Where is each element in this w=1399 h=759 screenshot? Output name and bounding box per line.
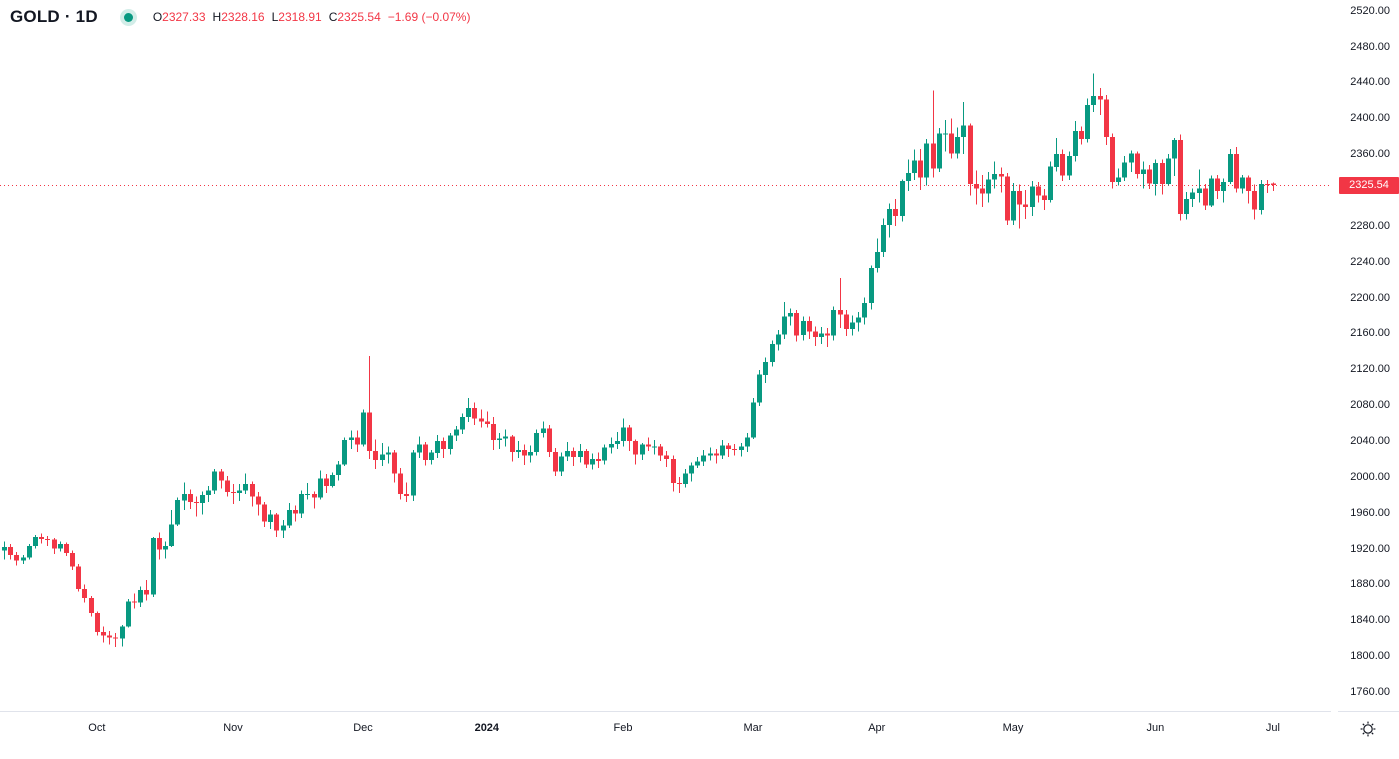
low-value: 2318.91 [278,10,322,24]
time-axis[interactable]: Oct Nov Dec 2024 Feb Mar Apr May Jun Jul [0,711,1399,759]
symbol-title[interactable]: GOLD · 1D [10,7,98,27]
price-axis[interactable]: 2520.00 2480.00 2440.00 2400.00 2360.00 2280.… [1332,0,1399,711]
open-label: O [152,10,163,24]
price-tick: 2040.00 [1350,435,1390,448]
close-label: C [328,10,338,24]
market-status-core-icon [123,12,133,22]
price-scale-settings-button[interactable] [1358,719,1378,739]
axis-separator-right [1338,711,1399,712]
price-tick: 1800.00 [1350,650,1390,663]
symbol-separator: · [64,7,71,26]
time-tick-nov: Nov [223,722,243,734]
candlestick-series[interactable] [0,0,1332,710]
price-tick: 2240.00 [1350,255,1390,268]
time-tick-jul: Jul [1265,722,1280,734]
price-tick: 2400.00 [1350,112,1390,125]
high-label: H [212,10,222,24]
time-tick-dec: Dec [353,722,373,734]
symbol-name[interactable]: GOLD [10,7,60,26]
price-tick: 2160.00 [1350,327,1390,340]
ohlc-readout: O 2327.33 H 2328.16 L 2318.91 C 2325.54 −1.6… [153,10,471,24]
interval-label[interactable]: 1D [75,7,98,26]
gear-icon [1360,721,1376,737]
price-tick: 2440.00 [1350,76,1390,89]
change-value: −1.69 (−0.07%) [387,10,471,24]
low-label: L [271,10,279,24]
price-tick: 1840.00 [1350,614,1390,627]
price-tick: 2080.00 [1350,399,1390,412]
price-tick: 1920.00 [1350,542,1390,555]
market-status-dot[interactable] [119,8,137,26]
price-tick: 2200.00 [1350,291,1390,304]
price-tick: 2120.00 [1350,363,1390,376]
current-price-badge: 2325.54 [1339,176,1399,194]
symbol-legend: GOLD · 1D O 2327.33 H 2328.16 L 2318.91 C 23… [10,5,470,29]
price-tick: 2000.00 [1350,470,1390,483]
price-tick: 1760.00 [1350,686,1390,699]
price-tick: 2280.00 [1350,219,1390,232]
close-value: 2325.54 [337,10,381,24]
price-tick: 1880.00 [1350,578,1390,591]
time-tick-2024: 2024 [474,722,500,734]
time-tick-jun: Jun [1146,722,1165,734]
time-tick-oct: Oct [88,722,106,734]
high-value: 2328.16 [221,10,265,24]
price-tick: 2520.00 [1350,4,1390,17]
price-tick: 2480.00 [1350,40,1390,53]
price-tick: 1960.00 [1350,506,1390,519]
open-value: 2327.33 [162,10,206,24]
time-tick-feb: Feb [613,722,633,734]
time-tick-apr: Apr [868,722,886,734]
axis-separator-left [0,711,1331,712]
time-tick-mar: Mar [743,722,763,734]
chart-pane[interactable] [0,0,1332,710]
price-tick: 2360.00 [1350,148,1390,161]
time-tick-may: May [1002,722,1024,734]
